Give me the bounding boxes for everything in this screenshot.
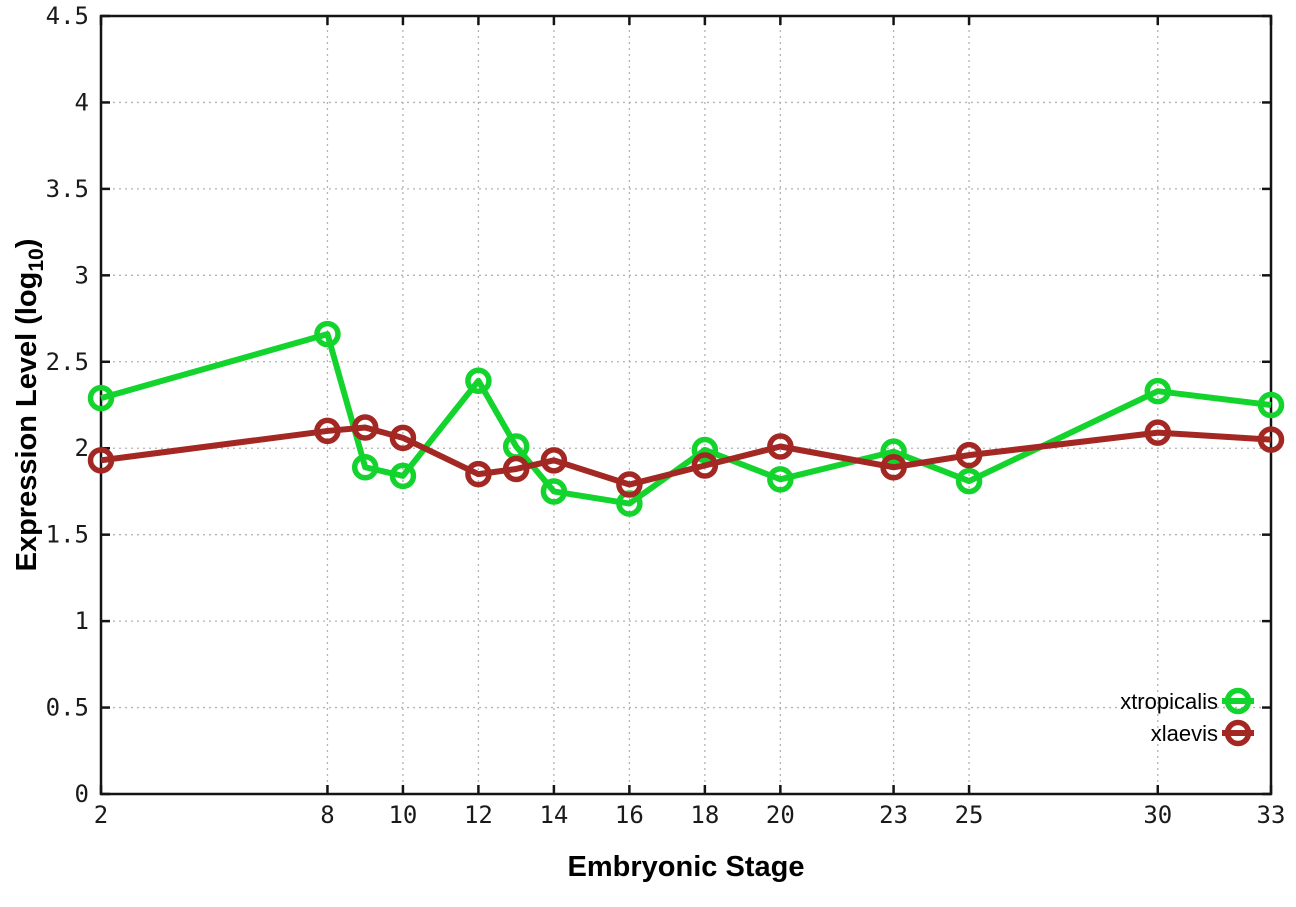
series-xlaevis-point bbox=[465, 460, 492, 488]
y-tick-label: 1 bbox=[75, 607, 89, 635]
x-tick-label: 12 bbox=[464, 801, 493, 829]
y-axis-title-subscript: 10 bbox=[25, 248, 48, 271]
y-tick-label: 2 bbox=[75, 434, 89, 462]
series-xtropicalis-point bbox=[1257, 391, 1285, 419]
series-xtropicalis-point bbox=[87, 384, 115, 412]
series-xlaevis-point bbox=[351, 414, 379, 441]
series-xtropicalis-point bbox=[955, 467, 983, 495]
y-tick-label: 3 bbox=[75, 261, 89, 289]
x-tick-label: 25 bbox=[955, 801, 984, 829]
series-xtropicalis-point bbox=[351, 453, 379, 481]
series-xlaevis-point bbox=[1257, 426, 1285, 453]
x-tick-label: 8 bbox=[320, 801, 334, 829]
series-layer bbox=[87, 320, 1285, 517]
series-xlaevis-point bbox=[540, 447, 568, 474]
series-xtropicalis-point bbox=[767, 466, 794, 493]
legend: xtropicalis xlaevis bbox=[1120, 687, 1254, 747]
legend-label-xlaevis: xlaevis bbox=[1151, 721, 1218, 746]
x-tick-label: 10 bbox=[388, 801, 417, 829]
series-xtropicalis-point bbox=[1144, 377, 1172, 405]
y-tick-label: 4 bbox=[75, 88, 89, 116]
y-tick-label: 0.5 bbox=[46, 694, 89, 722]
series-xlaevis-point bbox=[1144, 419, 1172, 446]
x-tick-label: 18 bbox=[690, 801, 719, 829]
y-tick-label: 2.5 bbox=[46, 348, 89, 376]
series-xlaevis-point bbox=[502, 455, 530, 483]
series-xtropicalis-line bbox=[100, 331, 1272, 507]
x-tick-label: 23 bbox=[879, 801, 908, 829]
series-xlaevis-point bbox=[880, 453, 907, 481]
y-tick-label: 3.5 bbox=[46, 175, 89, 203]
series-xtropicalis-point bbox=[691, 436, 719, 464]
series-xtropicalis-point bbox=[314, 320, 341, 348]
x-tick-label: 2 bbox=[94, 801, 108, 829]
series-xtropicalis-point bbox=[880, 438, 907, 465]
plot-border bbox=[99, 14, 1273, 796]
x-tick-label: 14 bbox=[539, 801, 568, 829]
axis-layer: 2 8 10 12 14 16 18 20 23 25 30 33 0 0.5 1 1.5 2 2.5 3 3.5 4 4… bbox=[46, 2, 1286, 829]
x-tick-label: 33 bbox=[1257, 801, 1286, 829]
y-axis-title: Expression Level (log10) bbox=[11, 239, 48, 572]
legend-marker-xlaevis bbox=[1224, 719, 1252, 747]
series-xlaevis-point bbox=[955, 441, 983, 469]
series-xtropicalis-point bbox=[540, 478, 568, 505]
x-tick-label: 20 bbox=[766, 801, 795, 829]
grid-layer bbox=[101, 16, 1271, 794]
series-xlaevis-point bbox=[767, 433, 794, 460]
series-xlaevis-point bbox=[389, 424, 417, 452]
x-tick-label: 30 bbox=[1143, 801, 1172, 829]
y-tick-label: 4.5 bbox=[46, 2, 89, 30]
series-xlaevis-point bbox=[691, 452, 719, 479]
legend-marker-xtropicalis bbox=[1224, 687, 1252, 715]
x-tick-label: 16 bbox=[615, 801, 644, 829]
y-tick-label: 1.5 bbox=[46, 521, 89, 549]
y-axis-title-base: Expression Level (log bbox=[11, 272, 43, 572]
y-axis-title-close: ) bbox=[11, 239, 43, 249]
series-xlaevis-point bbox=[87, 447, 115, 474]
x-axis-title: Embryonic Stage bbox=[568, 851, 805, 883]
series-xlaevis-line bbox=[100, 424, 1272, 488]
series-xlaevis-point bbox=[616, 471, 643, 498]
legend-label-xtropicalis: xtropicalis bbox=[1120, 689, 1218, 714]
series-xtropicalis-point bbox=[389, 462, 417, 490]
series-xtropicalis-point bbox=[465, 367, 492, 395]
series-xlaevis-point bbox=[314, 417, 341, 445]
y-tick-label: 0 bbox=[75, 780, 89, 808]
